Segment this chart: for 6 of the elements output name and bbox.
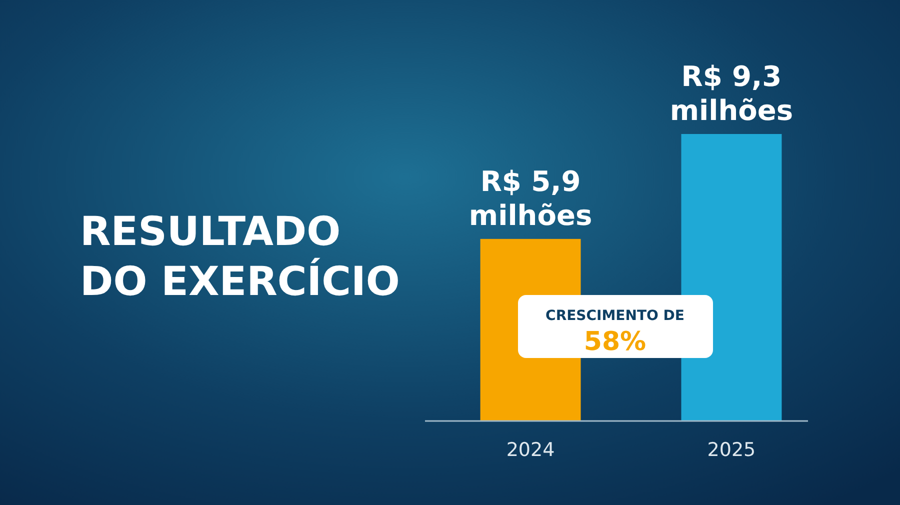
data-label: R$ 9,3 milhões	[670, 60, 794, 127]
text: RESULTADO DO EXERCÍCIO	[80, 209, 400, 305]
annotation: CRESCIMENTO DE 58%	[546, 308, 684, 357]
x-tick-label: 2024	[506, 439, 555, 461]
x-tick-label: 2025	[707, 439, 756, 461]
data-label: R$ 5,9 milhões	[468, 164, 592, 232]
